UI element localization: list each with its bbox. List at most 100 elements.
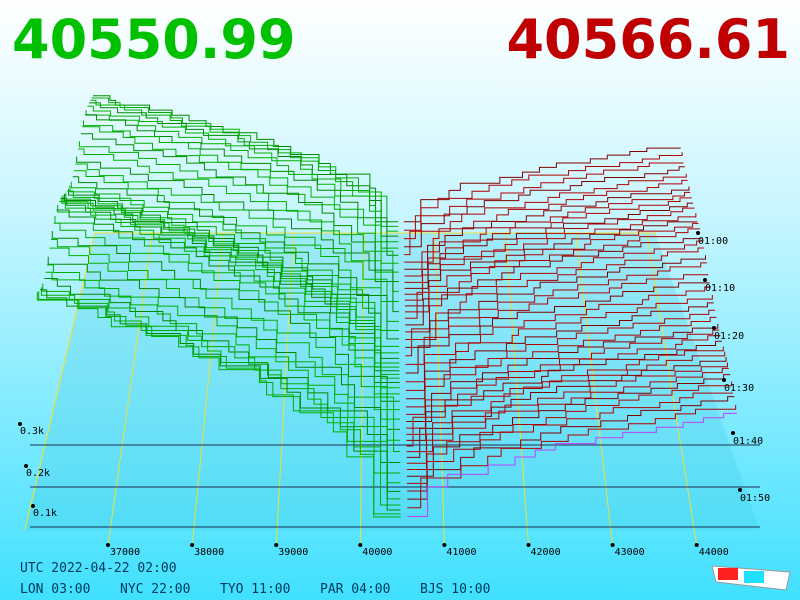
bid-curve bbox=[75, 163, 399, 322]
bid-curve bbox=[46, 264, 401, 474]
tick-dot bbox=[274, 543, 279, 547]
bid-curve bbox=[45, 271, 401, 484]
tick-dot bbox=[31, 504, 35, 508]
ask-curve bbox=[406, 329, 720, 429]
time-label: 01:00 bbox=[698, 236, 728, 247]
bid-curve bbox=[78, 148, 399, 303]
ask-curve bbox=[406, 356, 727, 458]
bid-curve bbox=[80, 133, 399, 283]
ask-curve bbox=[404, 191, 691, 277]
ask-price: 40566.61 bbox=[506, 8, 790, 71]
price-label: 43000 bbox=[615, 547, 645, 558]
price-label: 39000 bbox=[278, 547, 308, 558]
bid-curve bbox=[91, 97, 399, 227]
ask-curve bbox=[405, 282, 710, 374]
tick-dot bbox=[738, 488, 742, 492]
zone-time: PAR 04:00 bbox=[320, 582, 390, 597]
ask-curve bbox=[407, 396, 735, 500]
ask-curve bbox=[404, 213, 697, 301]
tick-dot bbox=[24, 464, 28, 468]
ask-curve bbox=[405, 255, 706, 348]
ask-curve bbox=[406, 374, 731, 477]
back-frame bbox=[95, 232, 656, 237]
ask-curve bbox=[406, 335, 721, 435]
tick-dot bbox=[358, 543, 363, 547]
price-label: 40000 bbox=[362, 547, 392, 558]
ask-curve bbox=[407, 404, 737, 509]
bid-curve bbox=[72, 176, 400, 340]
time-label: 01:50 bbox=[740, 493, 770, 504]
tick-dot bbox=[190, 543, 195, 547]
bid-curve bbox=[63, 194, 400, 372]
zone-time: BJS 10:00 bbox=[420, 582, 490, 597]
bid-curve bbox=[69, 185, 400, 354]
ask-curve bbox=[404, 202, 694, 289]
grid-line bbox=[191, 232, 224, 546]
tick-dot bbox=[731, 431, 735, 435]
axis-labels: 37000 38000 39000 40000 41000 42000 43000 44000… bbox=[18, 231, 770, 558]
price-label: 41000 bbox=[446, 547, 476, 558]
bid-curve bbox=[56, 209, 400, 402]
ask-curve bbox=[405, 238, 702, 326]
grid-line bbox=[646, 232, 698, 546]
ask-curve bbox=[403, 152, 683, 231]
depth-label: 0.1k bbox=[33, 508, 57, 519]
zone-time: LON 03:00 bbox=[20, 582, 90, 597]
bid-curve bbox=[85, 110, 399, 249]
ask-curve bbox=[404, 207, 695, 295]
price-label: 37000 bbox=[110, 547, 140, 558]
grid-edge bbox=[24, 232, 96, 531]
ask-curve bbox=[407, 392, 733, 492]
depth-label: 0.3k bbox=[20, 426, 44, 437]
bid-curve bbox=[49, 247, 401, 452]
tick-dot bbox=[526, 543, 531, 547]
bid-curve bbox=[57, 205, 400, 395]
ask-curve bbox=[406, 340, 722, 441]
grid-line bbox=[107, 232, 153, 546]
tick-dot bbox=[722, 378, 726, 382]
ask-curve bbox=[406, 367, 729, 471]
price-label: 42000 bbox=[531, 547, 561, 558]
grid-line bbox=[434, 232, 445, 546]
bid-curve bbox=[40, 287, 401, 506]
bid-price: 40550.99 bbox=[12, 8, 296, 71]
bid-curve bbox=[61, 196, 400, 379]
bid-curve bbox=[82, 126, 399, 273]
bid-curve bbox=[70, 181, 400, 347]
bid-curve bbox=[78, 141, 399, 292]
bid-curve bbox=[54, 216, 400, 411]
ask-curve bbox=[403, 162, 684, 240]
ask-curve bbox=[405, 309, 716, 408]
ask-curve bbox=[404, 186, 690, 270]
ask-curve bbox=[406, 362, 728, 464]
depth-curves bbox=[36, 95, 738, 518]
ask-curve bbox=[404, 197, 692, 283]
price-label: 38000 bbox=[194, 547, 224, 558]
glasses-icon bbox=[711, 565, 791, 591]
bid-curve bbox=[59, 200, 400, 389]
bid-curve bbox=[51, 230, 400, 430]
ask-curve bbox=[405, 302, 714, 400]
ask-curve bbox=[404, 173, 687, 256]
ask-curve bbox=[405, 274, 709, 365]
bid-curve bbox=[47, 256, 401, 463]
ask-curve bbox=[407, 412, 738, 518]
bid-curve bbox=[90, 99, 399, 232]
time-label: 01:10 bbox=[705, 283, 735, 294]
tick-dot bbox=[106, 543, 110, 547]
ask-curve bbox=[404, 179, 688, 263]
ask-curve bbox=[405, 247, 705, 340]
ask-curve bbox=[403, 147, 681, 223]
ask-curve bbox=[405, 228, 700, 319]
depth-label: 0.2k bbox=[26, 468, 50, 479]
grid-line bbox=[359, 232, 365, 546]
bid-curve bbox=[38, 291, 401, 515]
ask-curve bbox=[406, 323, 719, 423]
tick-dot bbox=[442, 543, 447, 547]
bid-curve bbox=[84, 114, 399, 256]
bid-curve bbox=[67, 190, 400, 364]
time-label: 01:20 bbox=[714, 331, 744, 342]
ask-curve bbox=[405, 286, 711, 383]
